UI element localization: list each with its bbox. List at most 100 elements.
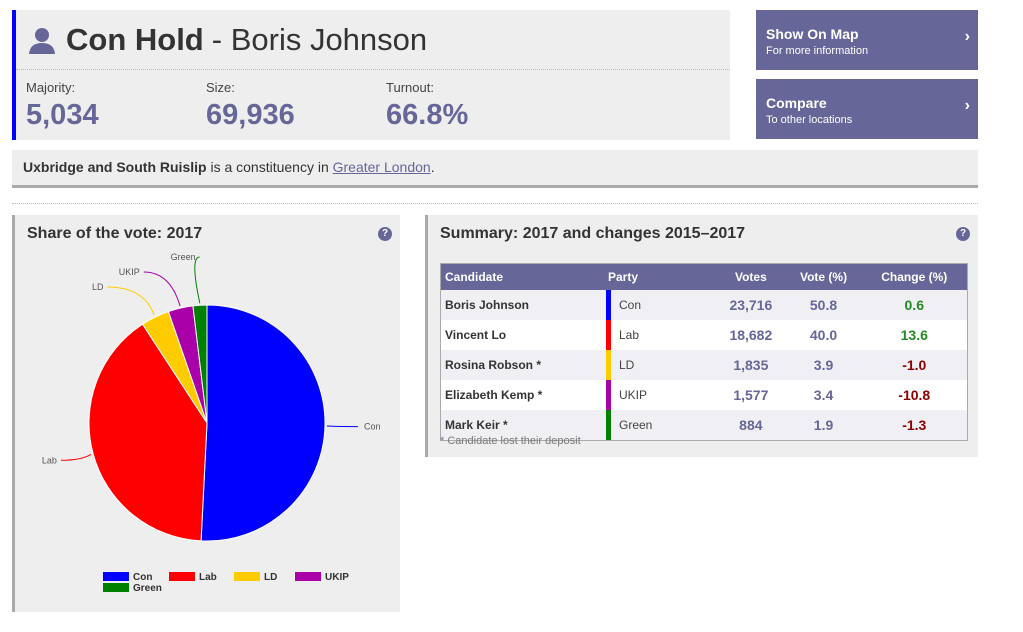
stat-value: 66.8% xyxy=(386,99,469,131)
info-end: . xyxy=(430,159,435,175)
summary-panel: Summary: 2017 and changes 2015–2017 ? Ca… xyxy=(425,215,978,457)
share-panel: Share of the vote: 2017 ? Con Lab LD UKIP Gr… xyxy=(12,215,400,612)
footnote: * Candidate lost their deposit xyxy=(440,435,581,447)
result-status: Con Hold xyxy=(66,22,204,57)
legend-swatch xyxy=(169,572,195,581)
votes: 884 xyxy=(716,410,786,441)
party-color-swatch xyxy=(606,410,611,441)
change-pct: -10.8 xyxy=(861,380,968,410)
candidate-name: Mark Keir * xyxy=(440,410,606,441)
party-name: LD xyxy=(611,350,717,380)
result-header: Con Hold - Boris Johnson Majority: 5,034 … xyxy=(12,10,730,140)
change-pct: -1.3 xyxy=(861,410,968,441)
stat-value: 5,034 xyxy=(26,99,99,131)
vote-pct: 40.0 xyxy=(785,320,862,350)
slice-label: LD xyxy=(92,282,104,292)
stat-size: Size: 69,936 xyxy=(206,80,295,132)
button-title: Show On Map xyxy=(766,26,859,42)
vote-pct: 3.9 xyxy=(785,350,862,380)
button-title: Compare xyxy=(766,95,827,111)
legend-label: UKIP xyxy=(325,572,349,583)
label-leader-line xyxy=(143,271,181,307)
label-leader-line xyxy=(60,453,92,461)
winner-name: Boris Johnson xyxy=(230,22,428,57)
votes: 23,716 xyxy=(716,290,786,320)
legend-label: Lab xyxy=(199,572,217,583)
label-leader-line xyxy=(326,425,358,428)
results-table: Candidate Party Votes Vote (%) Change (%… xyxy=(440,263,968,441)
party-color-swatch xyxy=(606,380,611,410)
table-row: Boris Johnson Con 23,716 50.8 0.6 xyxy=(440,290,968,320)
party-color-swatch xyxy=(606,350,611,380)
votes: 18,682 xyxy=(716,320,786,350)
candidate-name: Vincent Lo xyxy=(440,320,606,350)
title-separator: - xyxy=(211,22,223,57)
col-party: Party xyxy=(606,263,717,290)
legend-swatch xyxy=(295,572,321,581)
change-pct: -1.0 xyxy=(861,350,968,380)
party-color-swatch xyxy=(606,290,611,320)
party-color-swatch xyxy=(606,320,611,350)
legend-label: LD xyxy=(264,572,277,583)
votes: 1,835 xyxy=(716,350,786,380)
result-title: Con Hold - Boris Johnson xyxy=(28,22,427,58)
constituency-info: Uxbridge and South Ruislip is a constitu… xyxy=(12,150,978,188)
chevron-right-icon: › xyxy=(964,97,970,114)
table-row: Elizabeth Kemp * UKIP 1,577 3.4 -10.8 xyxy=(440,380,968,410)
candidate-name: Rosina Robson * xyxy=(440,350,606,380)
legend-label: Con xyxy=(133,572,152,583)
panel-title: Summary: 2017 and changes 2015–2017 xyxy=(440,225,746,242)
party-name: Lab xyxy=(611,320,717,350)
legend-label: Green xyxy=(133,583,162,594)
table-row: Rosina Robson * LD 1,835 3.9 -1.0 xyxy=(440,350,968,380)
show-on-map-button[interactable]: Show On Map For more information › xyxy=(756,10,978,70)
help-icon[interactable]: ? xyxy=(378,227,392,241)
candidate-name: Boris Johnson xyxy=(440,290,606,320)
slice-label: Lab xyxy=(42,455,57,465)
stat-label: Majority: xyxy=(26,80,76,95)
person-icon xyxy=(29,28,55,54)
col-change: Change (%) xyxy=(861,263,968,290)
change-pct: 0.6 xyxy=(861,290,968,320)
col-vote-pct: Vote (%) xyxy=(785,263,862,290)
compare-button[interactable]: Compare To other locations › xyxy=(756,79,978,139)
pie-slice-green[interactable] xyxy=(192,304,208,424)
party-name: Green xyxy=(611,410,717,441)
label-leader-line xyxy=(194,256,201,304)
table-row: Vincent Lo Lab 18,682 40.0 13.6 xyxy=(440,320,968,350)
label-leader-line xyxy=(107,286,155,316)
pie-slice-con[interactable] xyxy=(200,304,326,542)
slice-label: Green xyxy=(171,252,196,262)
divider xyxy=(12,203,978,204)
stat-turnout: Turnout: 66.8% xyxy=(386,80,468,132)
help-icon[interactable]: ? xyxy=(956,227,970,241)
info-text: is a constituency in xyxy=(206,159,333,175)
divider xyxy=(16,69,730,70)
button-subtitle: To other locations xyxy=(766,114,853,126)
region-link[interactable]: Greater London xyxy=(332,159,431,175)
stat-label: Size: xyxy=(206,80,235,95)
stat-label: Turnout: xyxy=(386,80,434,95)
legend-swatch xyxy=(234,572,260,581)
vote-pct: 3.4 xyxy=(785,380,862,410)
legend-swatch xyxy=(103,572,129,581)
votes: 1,577 xyxy=(716,380,786,410)
vote-pct: 50.8 xyxy=(785,290,862,320)
button-subtitle: For more information xyxy=(766,45,869,57)
panel-title: Share of the vote: 2017 xyxy=(27,225,203,242)
stat-value: 69,936 xyxy=(206,99,295,131)
col-candidate: Candidate xyxy=(440,263,606,290)
col-votes: Votes xyxy=(716,263,786,290)
constituency-name: Uxbridge and South Ruislip xyxy=(23,159,207,175)
party-name: UKIP xyxy=(611,380,717,410)
chevron-right-icon: › xyxy=(964,28,970,45)
slice-label: Con xyxy=(364,422,381,432)
legend-swatch xyxy=(103,583,129,592)
stat-majority: Majority: 5,034 xyxy=(26,80,99,132)
vote-pct: 1.9 xyxy=(785,410,862,441)
slice-label: UKIP xyxy=(119,267,140,277)
table-row: Mark Keir * Green 884 1.9 -1.3 xyxy=(440,410,968,441)
change-pct: 13.6 xyxy=(861,320,968,350)
candidate-name: Elizabeth Kemp * xyxy=(440,380,606,410)
